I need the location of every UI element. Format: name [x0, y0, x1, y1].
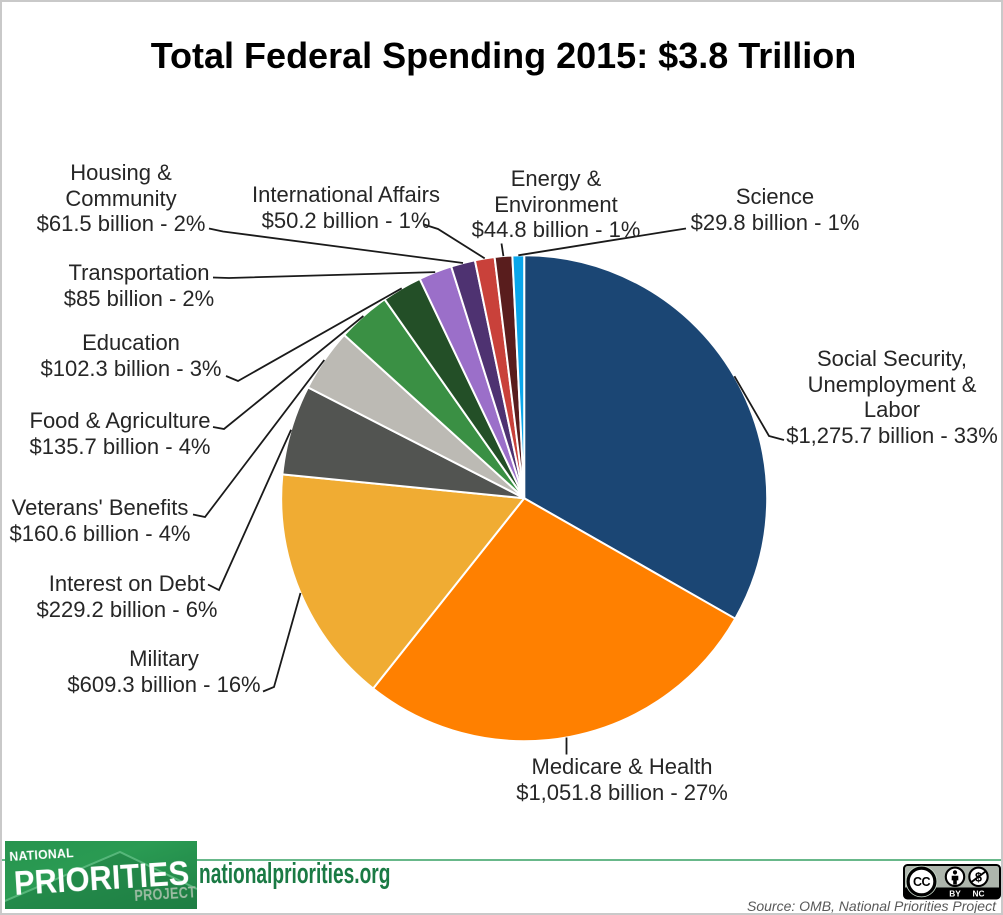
svg-text:NC: NC	[973, 889, 985, 899]
svg-text:CC: CC	[913, 875, 931, 889]
svg-text:BY: BY	[949, 889, 961, 899]
